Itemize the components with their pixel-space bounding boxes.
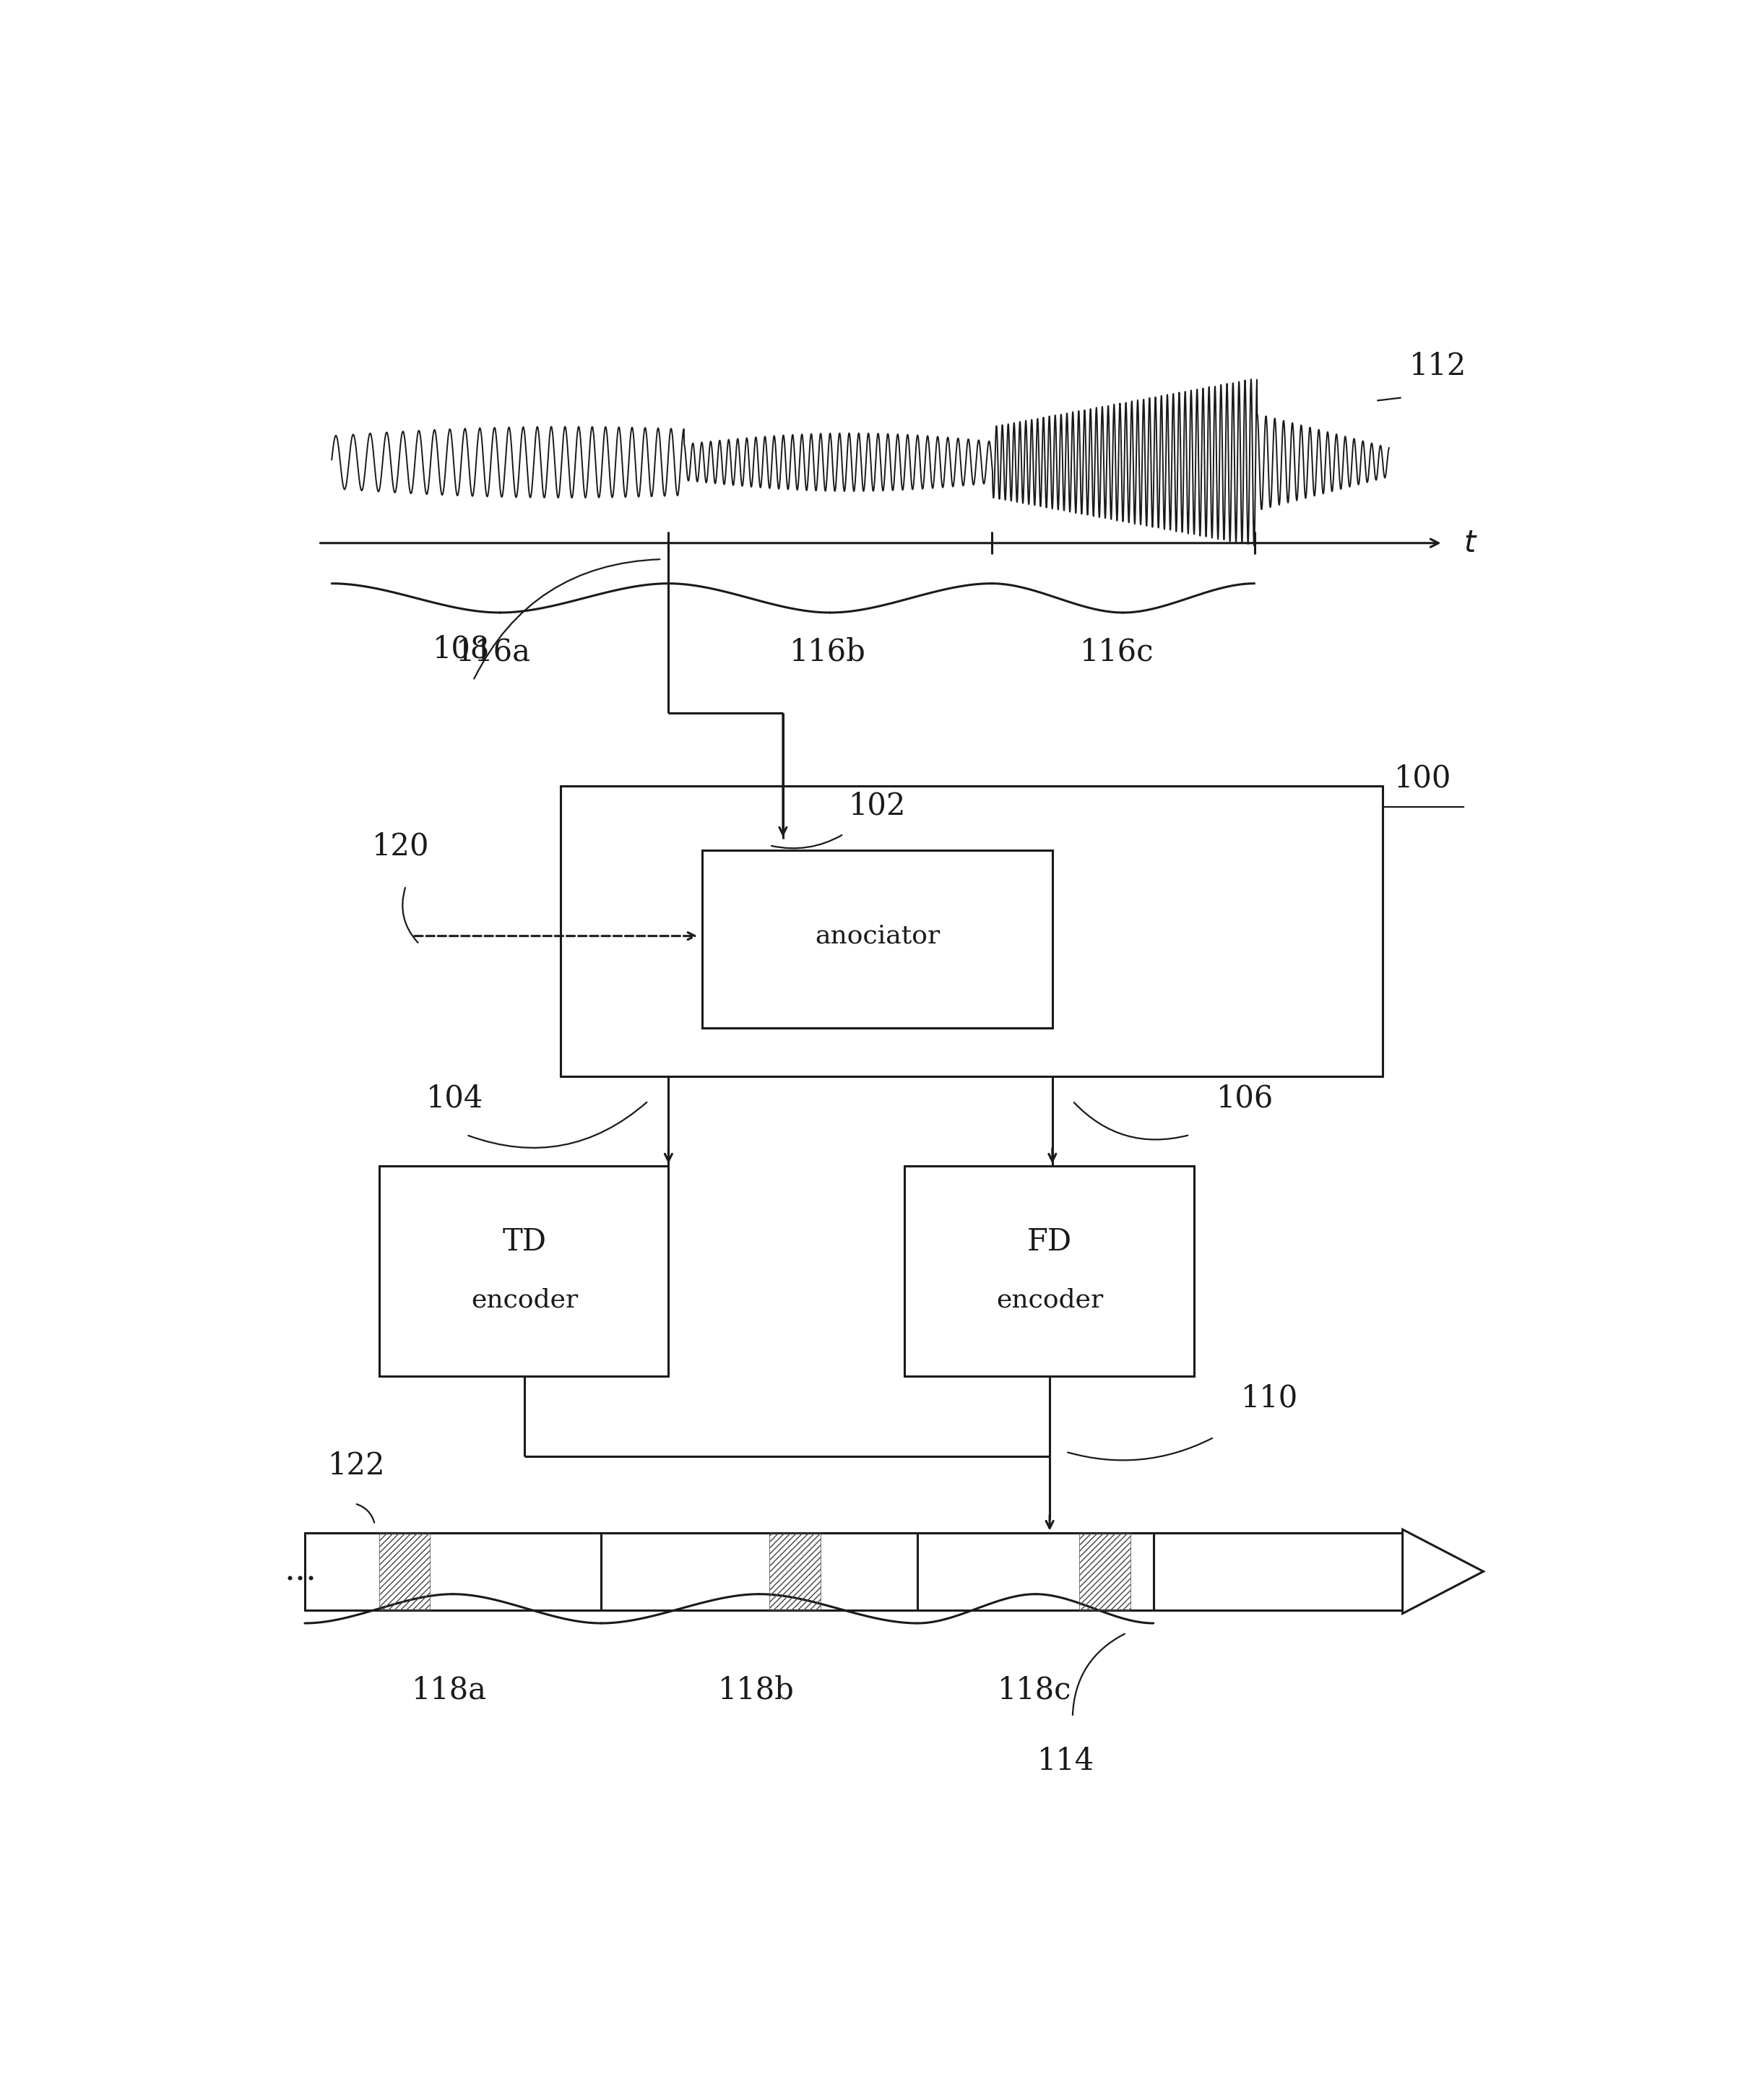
Text: 120: 120 [372,832,429,861]
Text: 116c: 116c [1079,636,1154,668]
Text: 118b: 118b [718,1676,794,1705]
Text: $t$: $t$ [1463,527,1477,559]
Bar [702,851,1053,1029]
Text: 104: 104 [426,1084,483,1113]
Text: 100: 100 [1394,764,1451,794]
Bar [379,1166,669,1376]
Text: 102: 102 [848,792,905,821]
Bar [379,1533,429,1611]
Polygon shape [1403,1529,1483,1613]
Text: 116b: 116b [789,636,866,668]
Text: 122: 122 [328,1451,386,1480]
Text: 116a: 116a [455,636,530,668]
Bar [304,1533,1403,1611]
Text: 118a: 118a [412,1676,487,1705]
Text: ...: ... [1420,1556,1453,1588]
Bar [561,785,1382,1077]
Text: FD: FD [1027,1226,1072,1256]
Text: 108: 108 [433,634,490,664]
Text: 112: 112 [1410,351,1467,382]
Text: 106: 106 [1217,1084,1274,1113]
Bar [770,1533,820,1611]
Text: encoder: encoder [996,1287,1104,1312]
Text: 118c: 118c [998,1676,1072,1705]
Text: anociator: anociator [815,924,940,949]
Text: ...: ... [285,1556,316,1588]
Text: TD: TD [502,1226,546,1256]
Text: 114: 114 [1038,1745,1095,1777]
Text: 110: 110 [1241,1382,1298,1413]
Bar [1079,1533,1130,1611]
Text: encoder: encoder [471,1287,579,1312]
Bar [904,1166,1194,1376]
